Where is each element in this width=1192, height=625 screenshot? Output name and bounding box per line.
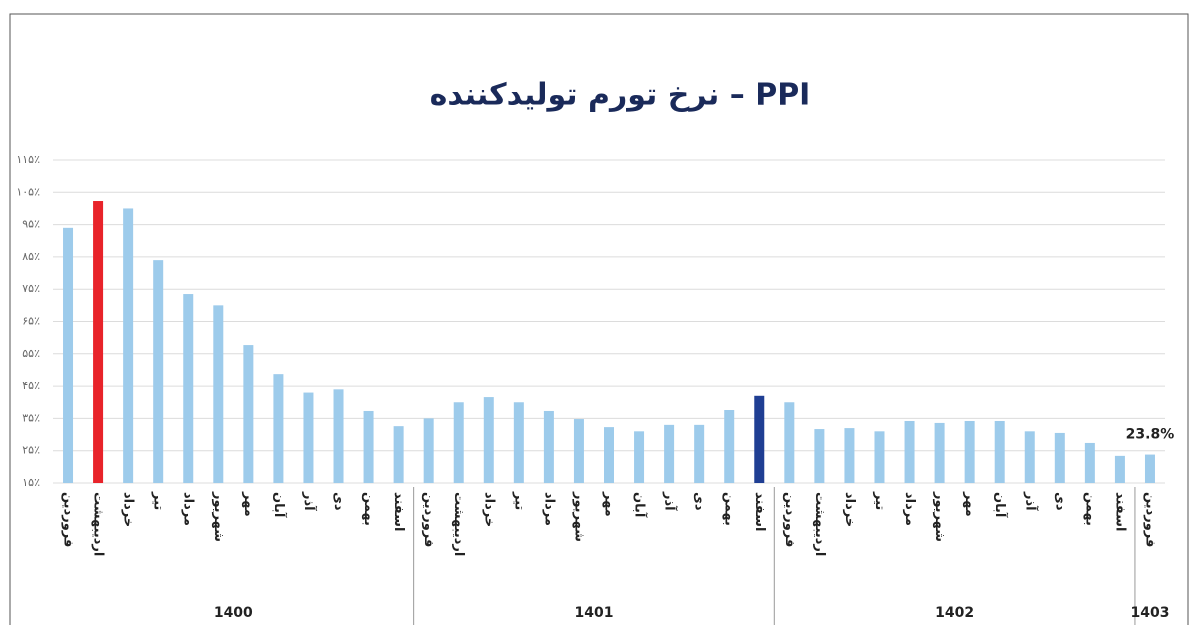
y-tick-label: ۱۵٪ [22,476,40,489]
bar [363,410,374,483]
bar [513,402,524,483]
y-tick-label: ۱۱۵٪ [16,153,40,166]
x-tick-label: مرداد [902,492,917,526]
y-tick-label: ۳۵٪ [22,411,40,424]
bar [393,426,404,483]
bar [63,227,74,483]
bar [724,410,735,483]
bar [243,345,254,483]
group-label: 1400 [214,605,253,621]
x-tick-label: فروردین [782,492,797,547]
x-tick-label: آبان [632,492,649,518]
x-tick-label: شهریور [932,491,947,542]
y-tick-label: ۹۵٪ [22,218,40,231]
x-tick-label: خرداد [842,492,857,527]
x-tick-label: مهر [962,491,977,517]
bar [934,422,945,483]
x-tick-label: اسفند [1112,492,1127,531]
x-tick-label: تیر [872,491,887,510]
x-tick-label: تیر [151,491,166,510]
x-tick-label: خرداد [481,492,496,527]
frame [9,13,1189,625]
x-tick-label: آذر [1022,491,1039,511]
bar [694,424,705,483]
x-tick-label: اردیبهشت [812,492,827,556]
bar [573,419,584,483]
x-tick-label: شهریور [211,491,226,542]
x-tick-label: مهر [602,491,617,517]
y-tick-label: ۸۵٪ [22,250,40,263]
group-label: 1403 [1130,605,1169,621]
bar [1084,442,1095,483]
x-tick-label: بهمن [722,492,737,526]
bar [153,260,164,483]
bar [1054,432,1065,483]
chart-title: نرخ تورم تولیدکننده – PPI [430,78,811,113]
x-tick-label: دی [1052,492,1067,511]
x-tick-label: اردیبهشت [451,492,466,556]
x-tick-label: آذر [662,491,679,511]
bar [814,429,825,483]
bar [93,201,104,483]
bar [483,397,494,483]
bar [183,294,194,483]
bar [303,392,314,483]
bar [1024,431,1035,483]
y-tick-label: ۱۰۵٪ [16,185,40,198]
x-tick-label: اسفند [752,492,767,531]
bar [664,424,675,483]
y-tick-label: ۶۵٪ [22,315,40,328]
bar [1114,455,1125,483]
x-tick-label: خرداد [121,492,136,527]
bar [423,418,434,483]
x-tick-label: بهمن [361,492,376,526]
x-tick-label: تیر [511,491,526,510]
bar [994,420,1005,483]
bar [123,208,134,483]
x-tick-label: اسفند [391,492,406,531]
x-tick-label: شهریور [571,491,586,542]
bar [874,431,885,483]
x-tick-label: آذر [301,491,318,511]
x-tick-label: اردیبهشت [91,492,106,556]
x-tick-label: بهمن [1082,492,1097,526]
x-tick-label: آبان [992,492,1009,518]
bar [784,402,795,483]
bar [604,427,614,483]
bar [634,431,645,483]
bar [333,389,344,483]
bar [543,410,554,483]
x-tick-label: دی [692,492,707,511]
x-tick-label: آبان [271,492,288,518]
bar [273,374,284,483]
x-tick-label: فروردین [1142,492,1157,547]
x-tick-label: فروردین [61,492,76,547]
y-tick-label: ۴۵٪ [22,379,40,392]
x-tick-label: مرداد [541,492,556,526]
bar [844,428,855,483]
bar [904,420,915,483]
bar [964,420,975,483]
x-tick-label: فروردین [421,492,436,547]
bar [1144,454,1155,483]
bar [453,402,464,483]
x-tick-label: مرداد [181,492,196,526]
y-tick-label: ۲۵٪ [22,444,40,457]
value-label: 23.8% [1126,427,1175,443]
x-tick-label: مهر [241,491,256,517]
y-tick-label: ۵۵٪ [22,347,40,360]
bar [213,305,224,483]
group-label: 1402 [935,605,974,621]
group-label: 1401 [574,605,613,621]
bar [754,395,765,483]
x-tick-label: دی [331,492,346,511]
y-tick-label: ۷۵٪ [22,282,40,295]
